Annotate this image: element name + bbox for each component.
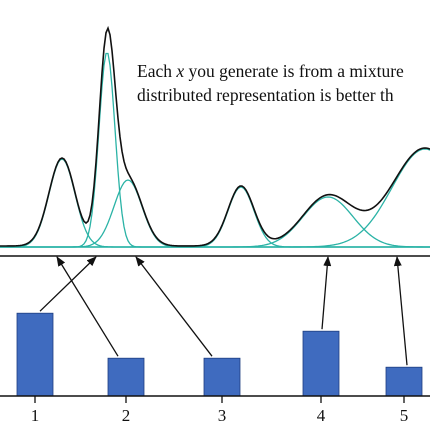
bar-4 <box>302 330 340 397</box>
arrow-5 <box>393 256 408 366</box>
component-curve-2 <box>0 52 430 248</box>
arrow-2 <box>56 256 119 357</box>
arrow-1 <box>39 256 97 312</box>
tick-label-3: 3 <box>218 406 227 425</box>
arrow-group <box>39 256 408 366</box>
bar-ticks <box>34 396 405 403</box>
caption-line-1: Each x you generate is from a mixture <box>137 61 404 81</box>
component-curve-1 <box>0 158 430 248</box>
tick-label-2: 2 <box>122 406 131 425</box>
arrow-4 <box>321 256 332 330</box>
bar-3 <box>203 357 241 397</box>
component-curve-6 <box>0 148 430 248</box>
arrow-3 <box>135 256 213 357</box>
tick-label-1: 1 <box>31 406 40 425</box>
bar-tick-labels: 1 2 3 4 5 <box>31 406 409 425</box>
bar-5 <box>385 366 423 397</box>
mixture-density-curve <box>0 25 430 247</box>
tick-label-5: 5 <box>400 406 409 425</box>
bar-1 <box>16 312 54 397</box>
caption-line-2: distributed representation is better th <box>137 85 394 105</box>
bar-2 <box>107 357 145 397</box>
tick-label-4: 4 <box>317 406 326 425</box>
mixture-components <box>0 52 430 248</box>
bar-group <box>16 312 423 397</box>
caption-variable-x: x <box>175 61 184 81</box>
